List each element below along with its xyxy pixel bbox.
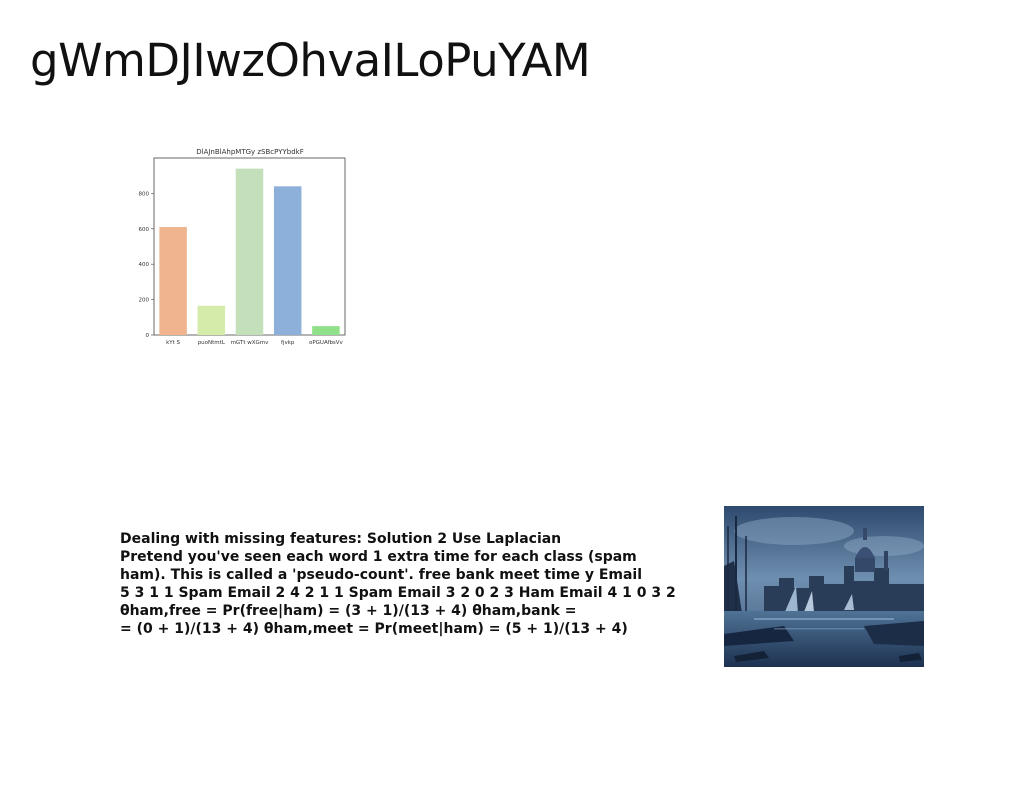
chart-title: DlAJnBlAhpMTGy zSBcPYYbdkF [196, 148, 304, 156]
y-tick-label: 400 [139, 262, 150, 268]
bar [273, 186, 302, 335]
y-tick-label: 800 [139, 191, 150, 197]
body-line: ham). This is called a 'pseudo-count'. f… [120, 567, 643, 583]
bar [235, 168, 264, 335]
x-tick-label: kYt S [166, 340, 180, 346]
bar-chart: DlAJnBlAhpMTGy zSBcPYYbdkF 0 200 400 600 800… [130, 140, 360, 355]
harbor-painting-image [724, 506, 924, 667]
harbor-painting-svg [724, 506, 924, 667]
body-line: 5 3 1 1 Spam Email 2 4 2 1 1 Spam Email … [120, 585, 676, 601]
slide-title: gWmDJIwzOhvaILoPuYAM [30, 34, 591, 87]
x-tick-label: mGTt wXGmv [231, 340, 270, 346]
slide-body-text: Dealing with missing features: Solution … [120, 530, 680, 638]
x-tick-label: oPGUAfbsVv [309, 340, 344, 346]
y-tick-label: 200 [139, 298, 150, 304]
x-tick-label: puoNtmtL [198, 340, 226, 346]
y-tick-label: 600 [139, 227, 150, 233]
body-line: = (0 + 1)/(13 + 4) θham,meet = Pr(meet|h… [120, 621, 628, 637]
bar [312, 326, 340, 335]
bar [159, 227, 187, 335]
y-tick-label: 0 [146, 333, 150, 339]
x-tick-label: fjvkp [281, 340, 295, 346]
body-line: θham,free = Pr(free|ham) = (3 + 1)/(13 +… [120, 603, 577, 619]
body-line: Dealing with missing features: Solution … [120, 531, 562, 547]
bar [197, 305, 226, 335]
bar-chart-svg: DlAJnBlAhpMTGy zSBcPYYbdkF 0 200 400 600 800… [139, 148, 346, 346]
body-line: Pretend you've seen each word 1 extra ti… [120, 549, 637, 565]
